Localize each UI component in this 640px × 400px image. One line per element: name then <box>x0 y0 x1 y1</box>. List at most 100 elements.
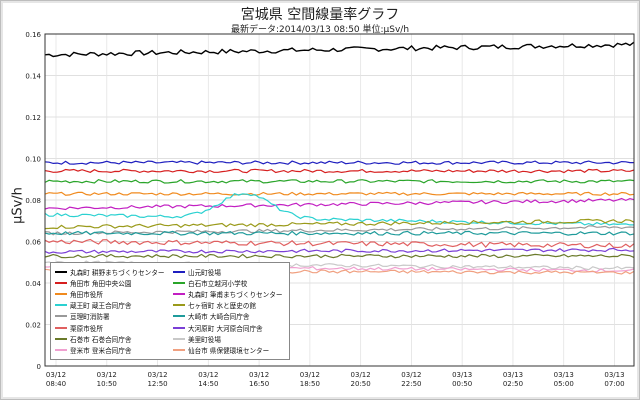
legend-label: 美里町役場 <box>188 335 221 344</box>
legend-item: 亘理町消防署 <box>55 311 167 322</box>
legend-item: 七ヶ宿町 水と歴史の館 <box>173 300 285 311</box>
x-tick-label: 16:50 <box>249 380 269 388</box>
x-tick-label: 05:00 <box>554 380 574 388</box>
y-tick-label: 0.06 <box>25 239 41 247</box>
legend-label: 七ヶ宿町 水と歴史の館 <box>188 302 257 311</box>
legend: 丸森町 耕野まちづくりセンター 山元町役場角田市 角田中央公園 白石市立越河小学校角… <box>50 262 290 360</box>
legend-label: 白石市立越河小学校 <box>188 279 248 288</box>
x-tick-label: 10:50 <box>97 380 117 388</box>
series-line <box>44 230 635 236</box>
x-tick-label: 03/12 <box>401 371 421 379</box>
y-tick-label: 0.04 <box>25 280 41 288</box>
x-tick-label: 03/12 <box>147 371 167 379</box>
y-tick-label: 0.12 <box>25 114 41 122</box>
legend-swatch <box>55 281 67 284</box>
legend-item: 角田市 角田中央公園 <box>55 277 167 288</box>
legend-swatch <box>55 348 67 351</box>
legend-swatch <box>173 304 185 307</box>
y-tick-label: 0 <box>37 363 41 371</box>
x-tick-label: 02:50 <box>503 380 523 388</box>
x-tick-label: 03/12 <box>46 371 66 379</box>
legend-swatch <box>55 292 67 295</box>
x-tick-label: 07:00 <box>604 380 624 388</box>
x-tick-label: 03/13 <box>554 371 574 379</box>
legend-item: 丸森町 筆甫まちづくりセンター <box>173 288 285 299</box>
legend-label: 登米市 登米合同庁舎 <box>70 346 132 355</box>
x-tick-label: 22:50 <box>401 380 421 388</box>
series-line <box>44 247 635 254</box>
legend-item: 美里町役場 <box>173 333 285 344</box>
x-tick-label: 03/12 <box>198 371 218 379</box>
legend-label: 栗原市役所 <box>70 324 103 333</box>
x-tick-label: 03/12 <box>249 371 269 379</box>
legend-swatch <box>55 326 67 329</box>
x-tick-label: 18:50 <box>300 380 320 388</box>
legend-swatch <box>55 304 67 307</box>
legend-swatch <box>173 348 185 351</box>
legend-swatch <box>173 326 185 329</box>
y-tick-label: 0.16 <box>25 31 41 39</box>
x-tick-label: 03/13 <box>503 371 523 379</box>
series-line <box>44 238 635 249</box>
x-tick-label: 00:50 <box>452 380 472 388</box>
legend-item: 丸森町 耕野まちづくりセンター <box>55 266 167 277</box>
legend-item: 蔵王町 蔵王合同庁舎 <box>55 300 167 311</box>
legend-item: 大河原町 大河原合同庁舎 <box>173 322 285 333</box>
y-tick-label: 0.10 <box>25 156 41 164</box>
x-tick-label: 03/12 <box>300 371 320 379</box>
series-line <box>44 197 635 211</box>
legend-label: 丸森町 筆甫まちづくりセンター <box>188 290 283 299</box>
x-tick-label: 12:50 <box>147 380 167 388</box>
x-tick-label: 03/13 <box>604 371 624 379</box>
legend-label: 石巻市 石巻合同庁舎 <box>70 335 132 344</box>
x-tick-label: 08:40 <box>46 380 66 388</box>
legend-item: 山元町役場 <box>173 266 285 277</box>
legend-item: 仙台市 県保健環境センター <box>173 344 285 355</box>
legend-label: 蔵王町 蔵王合同庁舎 <box>70 302 132 311</box>
legend-swatch <box>55 315 67 318</box>
y-tick-label: 0.08 <box>25 197 41 205</box>
legend-swatch <box>173 292 185 295</box>
x-tick-label: 03/13 <box>452 371 472 379</box>
legend-label: 亘理町消防署 <box>70 313 110 322</box>
legend-item: 白石市立越河小学校 <box>173 277 285 288</box>
chart-title: 宮城県 空間線量率グラフ <box>240 7 400 23</box>
series-line <box>44 191 635 196</box>
legend-label: 大崎市 大崎合同庁舎 <box>188 313 250 322</box>
series-line <box>44 41 635 58</box>
legend-label: 丸森町 耕野まちづくりセンター <box>70 268 165 277</box>
legend-label: 山元町役場 <box>188 268 221 277</box>
chart-subtitle: 最新データ:2014/03/13 08:50 単位:μSv/h <box>230 25 410 35</box>
axes: 00.020.040.060.080.100.120.140.1603/1208… <box>25 31 635 388</box>
legend-label: 角田市役所 <box>70 290 103 299</box>
series-line <box>44 193 634 226</box>
legend-label: 角田市 角田中央公園 <box>70 279 132 288</box>
legend-item: 大崎市 大崎合同庁舎 <box>173 311 285 322</box>
series-line <box>44 168 635 174</box>
plot-border <box>44 33 635 367</box>
series-lines <box>44 41 635 275</box>
y-tick-label: 0.02 <box>25 322 41 330</box>
legend-swatch <box>173 270 185 273</box>
legend-swatch <box>55 337 67 340</box>
legend-label: 仙台市 県保健環境センター <box>188 346 270 355</box>
x-tick-label: 20:50 <box>351 380 371 388</box>
legend-item: 栗原市役所 <box>55 322 167 333</box>
series-line <box>44 178 635 184</box>
series-line <box>44 253 635 259</box>
legend-item: 登米市 登米合同庁舎 <box>55 344 167 355</box>
x-tick-label: 14:50 <box>198 380 218 388</box>
series-line <box>44 160 634 165</box>
legend-swatch <box>173 337 185 340</box>
series-line <box>44 218 635 230</box>
x-tick-label: 03/12 <box>351 371 371 379</box>
y-tick-label: 0.14 <box>25 73 41 81</box>
legend-item: 石巻市 石巻合同庁舎 <box>55 333 167 344</box>
legend-label: 大河原町 大河原合同庁舎 <box>188 324 263 333</box>
x-tick-label: 03/12 <box>97 371 117 379</box>
legend-item: 角田市役所 <box>55 288 167 299</box>
legend-swatch <box>173 315 185 318</box>
legend-swatch <box>55 270 67 273</box>
legend-swatch <box>173 281 185 284</box>
series-line <box>44 225 635 236</box>
